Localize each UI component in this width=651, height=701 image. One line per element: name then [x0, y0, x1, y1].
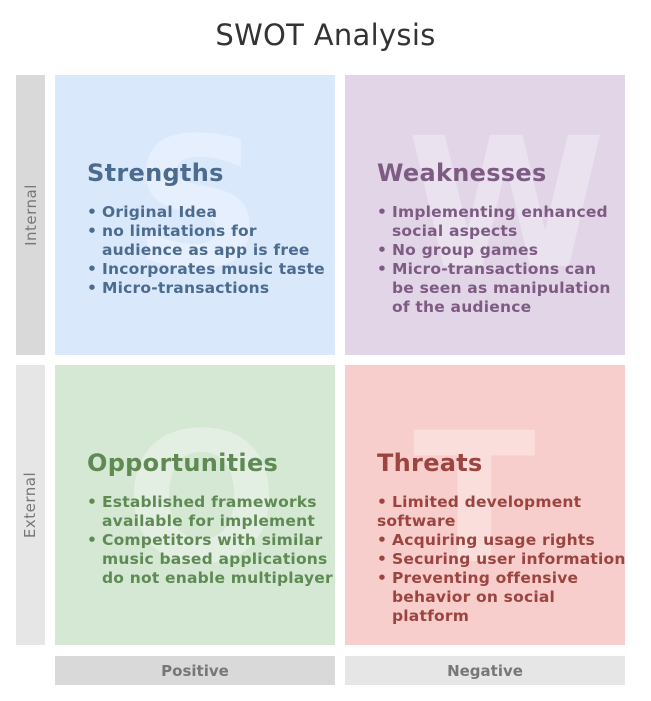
external-label: External	[21, 471, 40, 539]
strengths-heading: Strengths	[87, 159, 224, 187]
list-item-continuation: social aspects	[392, 222, 518, 240]
list-item: • Micro-transactions can	[377, 260, 597, 278]
weaknesses-heading: Weaknesses	[377, 159, 547, 187]
list-item: • Securing user information	[377, 550, 625, 568]
list-item-continuation: platform	[392, 607, 470, 625]
row-label-internal: Internal	[16, 75, 45, 355]
strengths-quadrant: S Strengths • Original Idea • no limitatio…	[55, 75, 335, 355]
list-item: • Original Idea	[87, 203, 218, 221]
list-item-continuation: available for implement	[102, 512, 315, 530]
list-item: • Incorporates music taste	[87, 260, 325, 278]
threats-quadrant: T Threats • Limited development software …	[345, 365, 625, 645]
weaknesses-quadrant: W Weaknesses • Implementing enhanced soci…	[345, 75, 625, 355]
internal-label: Internal	[21, 184, 40, 246]
opportunities-watermark-letter: O	[125, 395, 279, 604]
list-item: • Micro-transactions	[87, 279, 270, 297]
list-item: • No group games	[377, 241, 539, 259]
column-label-negative: Negative	[345, 656, 625, 685]
opportunities-list: • Established frameworks available for im…	[87, 493, 333, 588]
weaknesses-watermark-letter: W	[407, 100, 606, 309]
list-item: • Competitors with similar	[87, 531, 323, 549]
list-item: • Limited development	[377, 493, 582, 511]
list-item-continuation: do not enable multiplayer	[102, 569, 333, 587]
threats-list: • Limited development software • Acquiring…	[377, 493, 625, 626]
threats-heading: Threats	[377, 449, 483, 477]
list-item-continuation: be seen as manipulation	[392, 279, 611, 297]
list-item: • Established frameworks	[87, 493, 317, 511]
opportunities-quadrant: O Opportunities • Established frameworks …	[55, 365, 335, 645]
list-item-continuation: software	[377, 512, 456, 530]
weaknesses-list: • Implementing enhanced social aspects • N…	[377, 203, 611, 317]
diagram-title: SWOT Analysis	[215, 18, 436, 52]
row-label-external: External	[16, 365, 45, 645]
threats-watermark-letter: T	[413, 395, 536, 604]
column-label-positive: Positive	[55, 656, 335, 685]
list-item-continuation: audience as app is free	[102, 241, 310, 259]
strengths-list: • Original Idea • no limitations for audie…	[87, 203, 325, 298]
list-item: • Implementing enhanced	[377, 203, 608, 221]
list-item: • no limitations for	[87, 222, 257, 240]
list-item-continuation: music based applications	[102, 550, 328, 568]
list-item: • Preventing offensive	[377, 569, 579, 587]
strengths-watermark-letter: S	[133, 100, 263, 309]
list-item: • Acquiring usage rights	[377, 531, 595, 549]
list-item-continuation: of the audience	[392, 298, 532, 316]
opportunities-heading: Opportunities	[87, 449, 279, 477]
list-item-continuation: behavior on social	[392, 588, 556, 606]
